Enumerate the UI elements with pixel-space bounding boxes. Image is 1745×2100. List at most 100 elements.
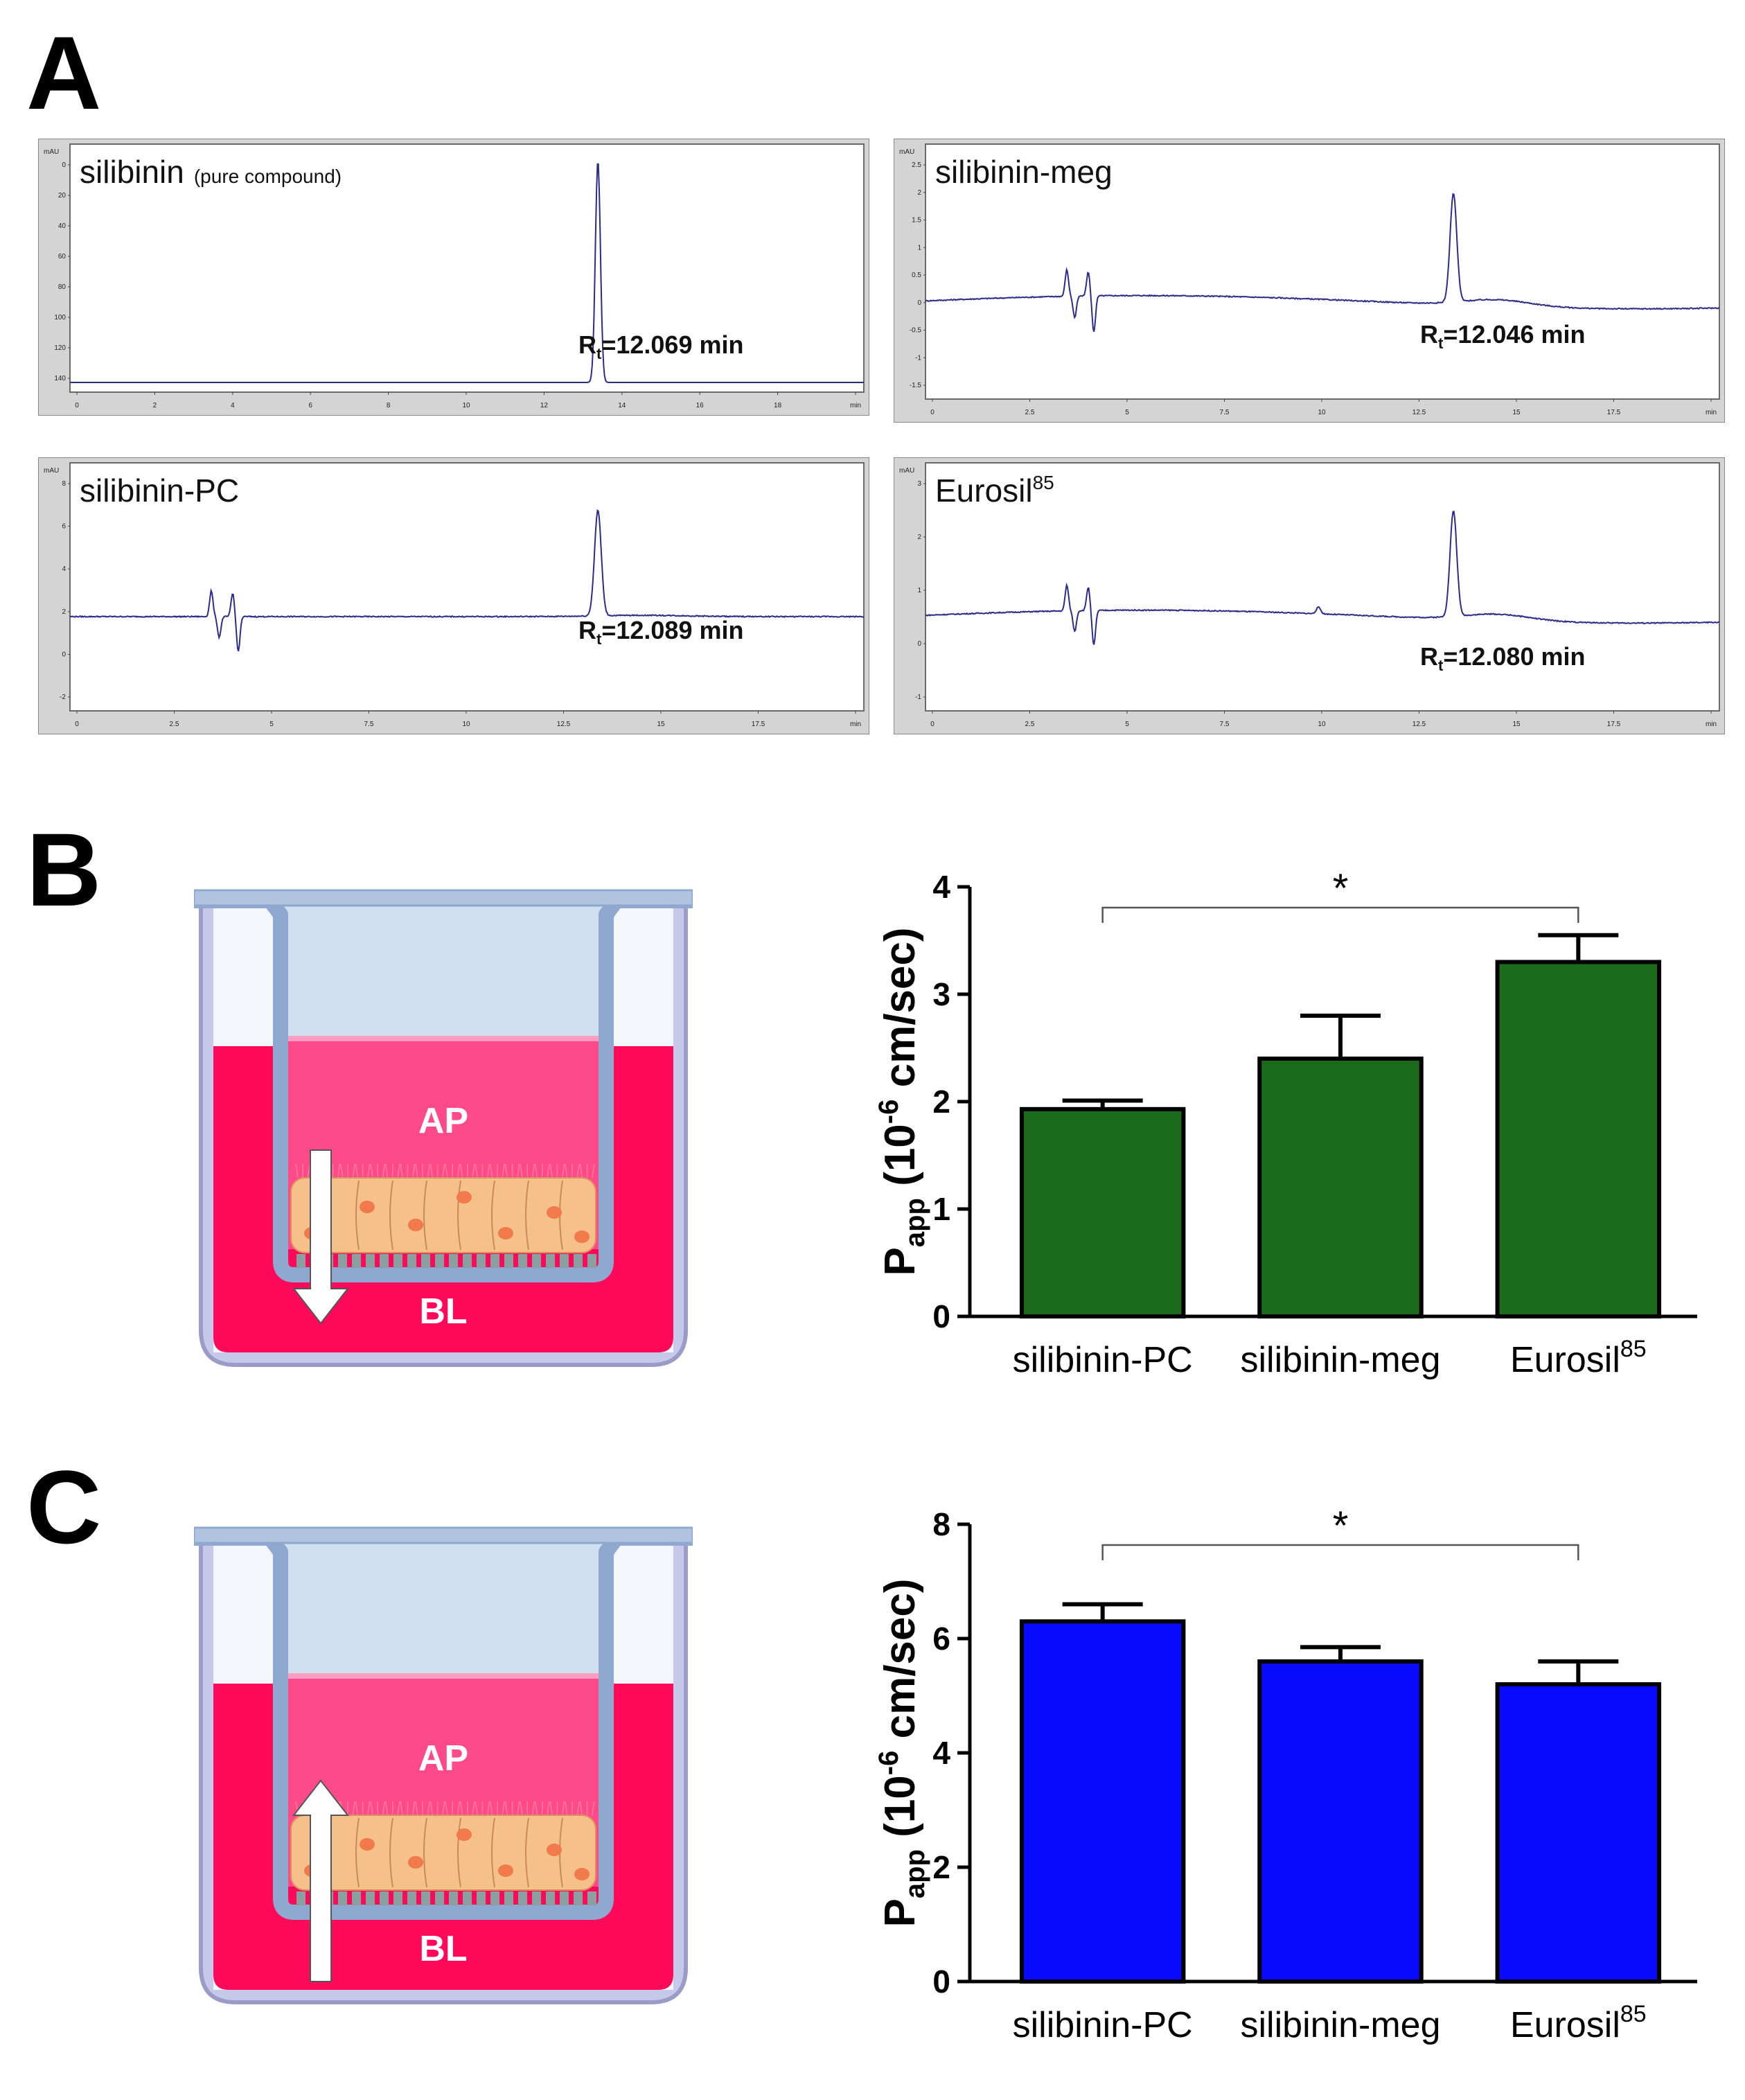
- x-tick-label: 12.5: [1412, 409, 1426, 416]
- membrane-pore: [463, 1891, 472, 1905]
- microvilli: [561, 1801, 565, 1816]
- well-rim: [193, 1526, 694, 1544]
- microvilli: [427, 1163, 430, 1179]
- chromatogram-trace: [69, 509, 864, 652]
- transwell-diagram-c: AP BL: [193, 1524, 694, 2013]
- membrane-pore: [546, 1891, 555, 1905]
- panel-letter-b: B: [26, 811, 102, 928]
- microvilli: [486, 1163, 490, 1179]
- y-axis-label-tail: cm/sec): [876, 927, 924, 1099]
- microvilli: [415, 1801, 418, 1816]
- y-axis-label-main: P: [876, 1247, 924, 1276]
- membrane-pore: [435, 1891, 444, 1905]
- x-tick-label: 7.5: [364, 721, 374, 728]
- y-tick-label: -2: [60, 694, 66, 701]
- cell-monolayer: [290, 1815, 596, 1891]
- x-tick-label: 14: [618, 402, 626, 409]
- x-tick-label: 0: [930, 721, 934, 728]
- y-tick-label: 60: [58, 253, 67, 261]
- membrane-pore: [393, 1254, 402, 1268]
- panel-letter-a: A: [26, 15, 102, 131]
- y-tick-label: 100: [54, 314, 66, 321]
- x-tick-label: min: [1706, 409, 1717, 416]
- chromatogram-subtitle: (pure compound): [194, 166, 342, 187]
- cell-nucleus: [498, 1227, 513, 1239]
- microvilli: [592, 1801, 595, 1816]
- microvilli: [486, 1801, 490, 1816]
- microvilli: [459, 1801, 463, 1816]
- chromatogram-plot-area: [925, 143, 1720, 400]
- significance-label: *: [1333, 866, 1349, 911]
- cell-border: [423, 1817, 427, 1888]
- membrane-pore: [421, 1254, 430, 1268]
- rt-sub: t: [1438, 657, 1444, 674]
- x-tick-label: 7.5: [1220, 721, 1230, 728]
- microvilli: [429, 1801, 434, 1816]
- microvilli: [370, 1801, 373, 1816]
- membrane-pore: [574, 1891, 583, 1905]
- membrane-pore: [366, 1891, 375, 1905]
- x-tick-label: 0: [930, 409, 934, 416]
- y-tick-label: 20: [58, 192, 67, 200]
- rt-value: =12.046 min: [1443, 320, 1585, 348]
- y-tick-label: 8: [932, 1506, 950, 1542]
- membrane-pore: [380, 1254, 389, 1268]
- retention-time-label: Rt=12.069 min: [578, 330, 743, 362]
- chromatogram-trace: [70, 163, 864, 383]
- microvilli: [370, 1163, 373, 1179]
- y-axis-label-sub: app: [900, 1198, 930, 1247]
- x-tick-label-text: Eurosil: [1510, 1340, 1620, 1380]
- y-tick-label: 0: [917, 640, 921, 648]
- y-tick-label: 0.5: [912, 272, 921, 279]
- chromatogram-eurosil: mAU 3 2 1 0 -1 0 2.5 5 7.5 10 12.5 15 17.5 min Eurosil8…: [894, 457, 1725, 734]
- cell-nucleus: [457, 1191, 472, 1203]
- y-unit-label: mAU: [899, 467, 914, 475]
- transwell-diagram: AP BL: [193, 889, 694, 1367]
- cell-border: [355, 1180, 360, 1251]
- x-tick-label-sup: 85: [1620, 1336, 1647, 1362]
- microvilli: [427, 1801, 430, 1816]
- x-tick-label: min: [850, 721, 861, 728]
- membrane-pore: [366, 1254, 375, 1268]
- transwell-diagram-b: AP BL: [193, 887, 694, 1375]
- membrane-pore: [560, 1254, 569, 1268]
- apical-meniscus: [281, 1673, 606, 1679]
- membrane-pore: [393, 1891, 402, 1905]
- x-tick-label-text: silibinin-PC: [1013, 1340, 1193, 1380]
- x-tick-label: 2.5: [1025, 721, 1035, 728]
- chromatogram-title-sup: 85: [1033, 472, 1054, 493]
- microvilli: [579, 1801, 583, 1816]
- membrane-pore: [532, 1254, 541, 1268]
- retention-time-label: Rt=12.046 min: [1420, 320, 1585, 352]
- y-tick-label: 2: [917, 189, 921, 197]
- microvilli: [384, 1801, 389, 1816]
- microvilli: [472, 1801, 475, 1816]
- microvilli: [355, 1163, 359, 1179]
- x-tick-label-text: silibinin-meg: [1241, 1340, 1441, 1380]
- cell-monolayer: [290, 1177, 596, 1253]
- microvilli: [411, 1163, 416, 1179]
- chromatogram-plot-area: [69, 462, 865, 712]
- y-axis-label-sup: -6: [874, 1100, 904, 1124]
- cell-border: [423, 1180, 427, 1251]
- insert-headspace: [281, 1533, 606, 1678]
- rt-sub: t: [1438, 335, 1444, 352]
- x-tick-label: 6: [308, 402, 312, 409]
- cell-border: [491, 1180, 495, 1251]
- chromatogram-silibinin-meg: mAU 2.5 2 1.5 1 0.5 0 -0.5 -1 -1.5 0 2.5 5 7.5 10 12.5 1…: [894, 139, 1725, 423]
- cell-nucleus: [360, 1201, 375, 1213]
- y-tick-label: 3: [917, 480, 921, 488]
- x-tick-label: 12: [540, 402, 549, 409]
- microvilli: [445, 1163, 448, 1179]
- cell-nucleus: [547, 1844, 562, 1856]
- well-rim: [193, 889, 694, 907]
- retention-time-label: Rt=12.080 min: [1420, 642, 1585, 674]
- microvilli: [549, 1163, 553, 1179]
- membrane-pore: [587, 1891, 596, 1905]
- cell-nucleus: [408, 1856, 423, 1869]
- x-tick-label: silibinin-meg: [1241, 2005, 1441, 2045]
- cell-nucleus: [574, 1230, 590, 1243]
